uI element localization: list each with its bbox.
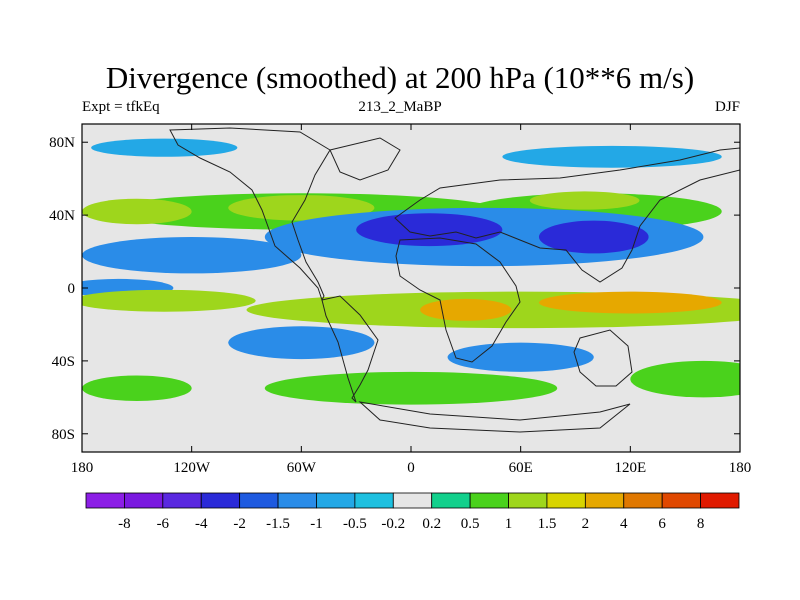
colorbar-label: 2 <box>582 516 590 532</box>
y-tick-label: 80S <box>52 427 75 443</box>
season-label: DJF <box>714 99 740 115</box>
colorbar-label: 4 <box>620 516 628 532</box>
colorbar-swatch <box>661 492 701 509</box>
field-region-3 <box>82 198 192 225</box>
coastlines <box>169 127 740 433</box>
field-region-1 <box>502 145 722 168</box>
field-region-8 <box>356 213 503 247</box>
field-region-14 <box>538 291 722 314</box>
field-region-19 <box>82 375 192 401</box>
x-tick-label: 120E <box>614 460 646 476</box>
field-region-13 <box>420 298 512 321</box>
y-tick-label: 40S <box>52 354 75 370</box>
coastline-south-america <box>321 295 379 403</box>
colorbar-label: -4 <box>195 516 208 532</box>
field-region-15 <box>82 289 256 312</box>
x-tick-label: 0 <box>407 460 415 476</box>
field-region-0 <box>91 138 238 157</box>
colorbar-label: -0.2 <box>381 516 405 532</box>
y-tick-label: 0 <box>68 281 76 297</box>
colorbar: -8 -6 -4 -2 -1.5 -1 -0.5 -0.2 0.2 0.5 1 1.5 2 4 6 8 <box>85 492 740 532</box>
colorbar-swatch <box>200 492 241 509</box>
colorbar-label: 0.2 <box>422 516 441 532</box>
chart-title: Divergence (smoothed) at 200 hPa (10**6 … <box>105 60 695 95</box>
colorbar-swatch <box>584 492 625 509</box>
colorbar-swatch <box>124 492 164 509</box>
colorbar-swatch <box>277 492 317 509</box>
colorbar-swatch <box>162 492 202 509</box>
x-tick-label: 60W <box>287 460 317 476</box>
colorbar-label: 1.5 <box>538 516 557 532</box>
coastline-north-america <box>169 127 331 302</box>
colorbar-swatch <box>392 492 433 509</box>
colorbar-label: 1 <box>505 516 513 532</box>
field-region-20 <box>630 360 740 398</box>
coastline-antarctica <box>358 401 631 433</box>
coastline-africa <box>395 237 521 363</box>
colorbar-swatch <box>546 492 586 509</box>
colorbar-label: -8 <box>118 516 131 532</box>
colorbar-label: -1.5 <box>266 516 290 532</box>
axis-ticks: 180 120W 60W 0 60E 120E 180 80N 40N 0 40S 80S <box>49 124 751 476</box>
field-region-9 <box>538 220 649 254</box>
field-region-17 <box>447 342 594 372</box>
coastline-greenland <box>329 137 401 181</box>
x-tick-label: 180 <box>71 460 94 476</box>
colorbar-swatch <box>469 492 509 509</box>
colorbar-swatch <box>239 492 279 509</box>
run-label: 213_2_MaBP <box>358 99 442 115</box>
colorbar-label: -2 <box>233 516 246 532</box>
colorbar-swatch <box>354 492 394 509</box>
x-tick-label: 120W <box>173 460 211 476</box>
colorbar-label: -1 <box>310 516 323 532</box>
coastline-eurasia <box>394 147 740 283</box>
experiment-label: Expt = tfkEq <box>82 99 160 115</box>
colorbar-swatch <box>508 492 548 509</box>
field-region-16 <box>228 326 375 360</box>
field-region-4 <box>228 195 375 221</box>
x-tick-label: 180 <box>729 460 752 476</box>
divergence-field <box>82 138 740 405</box>
colorbar-swatch <box>316 492 356 509</box>
field-region-18 <box>264 371 558 405</box>
colorbar-swatch <box>700 492 740 509</box>
x-tick-label: 60E <box>509 460 533 476</box>
colorbar-swatch <box>431 492 471 509</box>
coastline-australia <box>573 329 633 387</box>
field-region-10 <box>82 236 302 274</box>
colorbar-swatch <box>85 492 125 509</box>
colorbar-label: -0.5 <box>343 516 367 532</box>
colorbar-swatch <box>623 492 663 509</box>
field-region-6 <box>529 191 640 210</box>
colorbar-label: 8 <box>697 516 705 532</box>
colorbar-label: 6 <box>658 516 666 532</box>
colorbar-label: 0.5 <box>461 516 480 532</box>
y-tick-label: 80N <box>49 135 75 151</box>
y-tick-label: 40N <box>49 208 75 224</box>
colorbar-label: -6 <box>157 516 170 532</box>
